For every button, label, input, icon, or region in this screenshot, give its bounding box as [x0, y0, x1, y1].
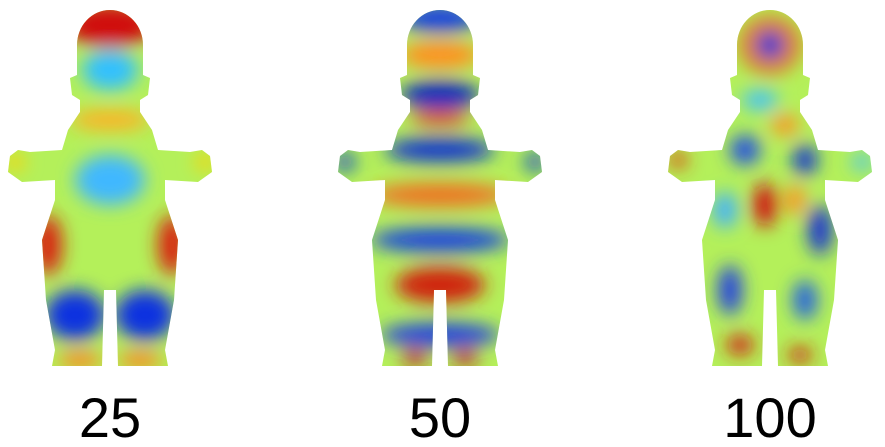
- shape-100: [660, 0, 880, 370]
- figure: 25 50 100: [0, 0, 885, 447]
- shape-50: [330, 0, 550, 370]
- panel-label: 100: [723, 386, 816, 447]
- page: 25 50 100 (() => { const data = JSON.par…: [0, 0, 885, 447]
- shape-25: [0, 0, 220, 370]
- panel-label: 25: [79, 386, 141, 447]
- panel-label: 50: [409, 386, 471, 447]
